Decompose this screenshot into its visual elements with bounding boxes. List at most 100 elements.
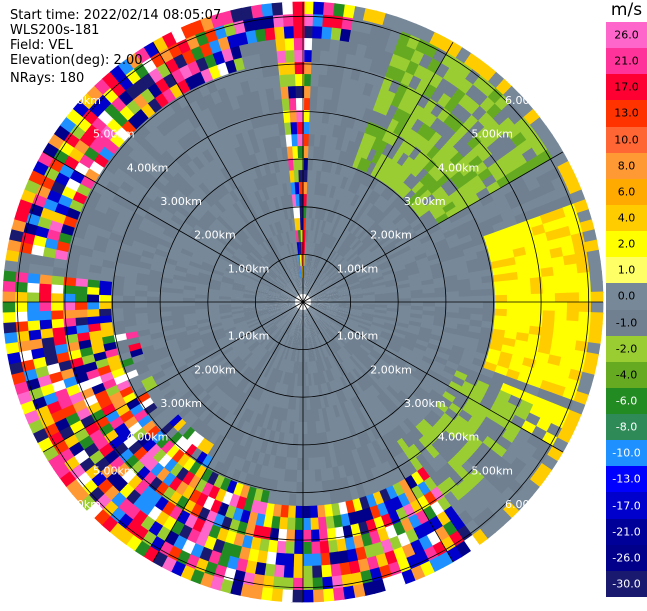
range-gate [107, 435, 124, 450]
range-gate [280, 306, 292, 312]
range-gate [339, 331, 351, 342]
range-gate [288, 323, 294, 336]
range-gate [178, 251, 192, 261]
range-gate [250, 191, 260, 205]
range-gate [303, 25, 315, 39]
range-gate [462, 440, 478, 456]
range-gate [276, 395, 283, 408]
range-gate [309, 311, 318, 323]
range-gate [418, 189, 433, 203]
range-gate [403, 142, 417, 157]
range-gate [458, 78, 475, 95]
range-gate [325, 234, 333, 248]
range-gate [242, 293, 256, 297]
range-gate [398, 421, 412, 436]
range-gate [161, 102, 177, 118]
range-gate [222, 209, 234, 222]
range-gate [326, 305, 339, 309]
range-gate [327, 355, 335, 369]
range-gate [312, 309, 323, 318]
range-gate [313, 307, 325, 314]
range-gate [65, 176, 82, 192]
range-gate [279, 305, 292, 310]
range-gate [510, 175, 527, 191]
range-gate [302, 385, 307, 399]
range-gate [325, 329, 335, 341]
range-gate [228, 386, 240, 400]
range-gate [313, 457, 321, 470]
range-gate [329, 367, 338, 381]
range-gate [269, 111, 279, 125]
range-gate [282, 371, 288, 385]
range-gate [235, 377, 247, 390]
range-gate [327, 172, 336, 186]
range-gate [234, 276, 247, 284]
range-gate [301, 565, 313, 579]
colorbar-tick-label: 10.0 [614, 133, 639, 147]
range-gate [393, 121, 407, 137]
range-gate [257, 414, 266, 428]
range-gate [423, 112, 439, 128]
range-gate [233, 318, 246, 325]
range-gate [381, 447, 394, 462]
range-gate [362, 306, 376, 310]
range-gate [318, 219, 324, 233]
range-gate [286, 323, 294, 336]
range-gate [438, 448, 454, 464]
range-gate [283, 25, 296, 39]
range-gate [271, 222, 279, 236]
range-gate [291, 336, 296, 350]
range-gate [415, 136, 430, 152]
range-gate [254, 190, 264, 204]
range-gate [405, 430, 419, 445]
range-gate [346, 437, 357, 451]
range-gate [503, 401, 520, 416]
range-gate [336, 227, 346, 240]
range-gate [311, 361, 316, 374]
range-gate [470, 483, 487, 500]
range-gate [356, 433, 367, 448]
range-gate [566, 302, 580, 314]
range-gate [164, 409, 179, 423]
range-gate [322, 315, 334, 324]
range-gate [304, 325, 307, 339]
range-gate [299, 373, 303, 387]
range-gate [267, 251, 277, 264]
range-gate [570, 232, 586, 246]
range-gate [338, 303, 352, 306]
range-gate [301, 553, 313, 567]
range-gate [248, 356, 259, 369]
range-gate [246, 318, 259, 325]
range-gate [453, 414, 469, 429]
range-gate [293, 279, 299, 291]
range-gate [302, 457, 309, 471]
range-gate [375, 299, 388, 303]
range-gate [281, 480, 291, 494]
range-gate [349, 255, 361, 266]
range-gate [153, 495, 169, 512]
range-gate [169, 397, 184, 411]
range-gate [213, 262, 227, 271]
colorbar-segment [606, 257, 647, 284]
range-gate [389, 254, 403, 264]
range-gate [183, 354, 197, 365]
range-gate [407, 272, 421, 281]
range-gate [163, 529, 180, 546]
range-gate [449, 485, 466, 502]
range-gate [310, 283, 320, 294]
range-gate [518, 309, 532, 320]
range-gate [186, 235, 200, 246]
range-gate [230, 373, 242, 385]
range-gate [333, 3, 347, 18]
range-gate [389, 341, 402, 350]
colorbar-tick-label: -30.0 [612, 577, 641, 591]
range-gate [135, 465, 151, 481]
range-gate [331, 587, 345, 601]
range-gate [194, 450, 208, 466]
range-gate [391, 441, 404, 456]
range-gate [247, 275, 260, 283]
range-gate [270, 264, 280, 276]
range-gate [168, 97, 184, 113]
range-gate [451, 217, 466, 230]
range-gate [164, 256, 178, 266]
